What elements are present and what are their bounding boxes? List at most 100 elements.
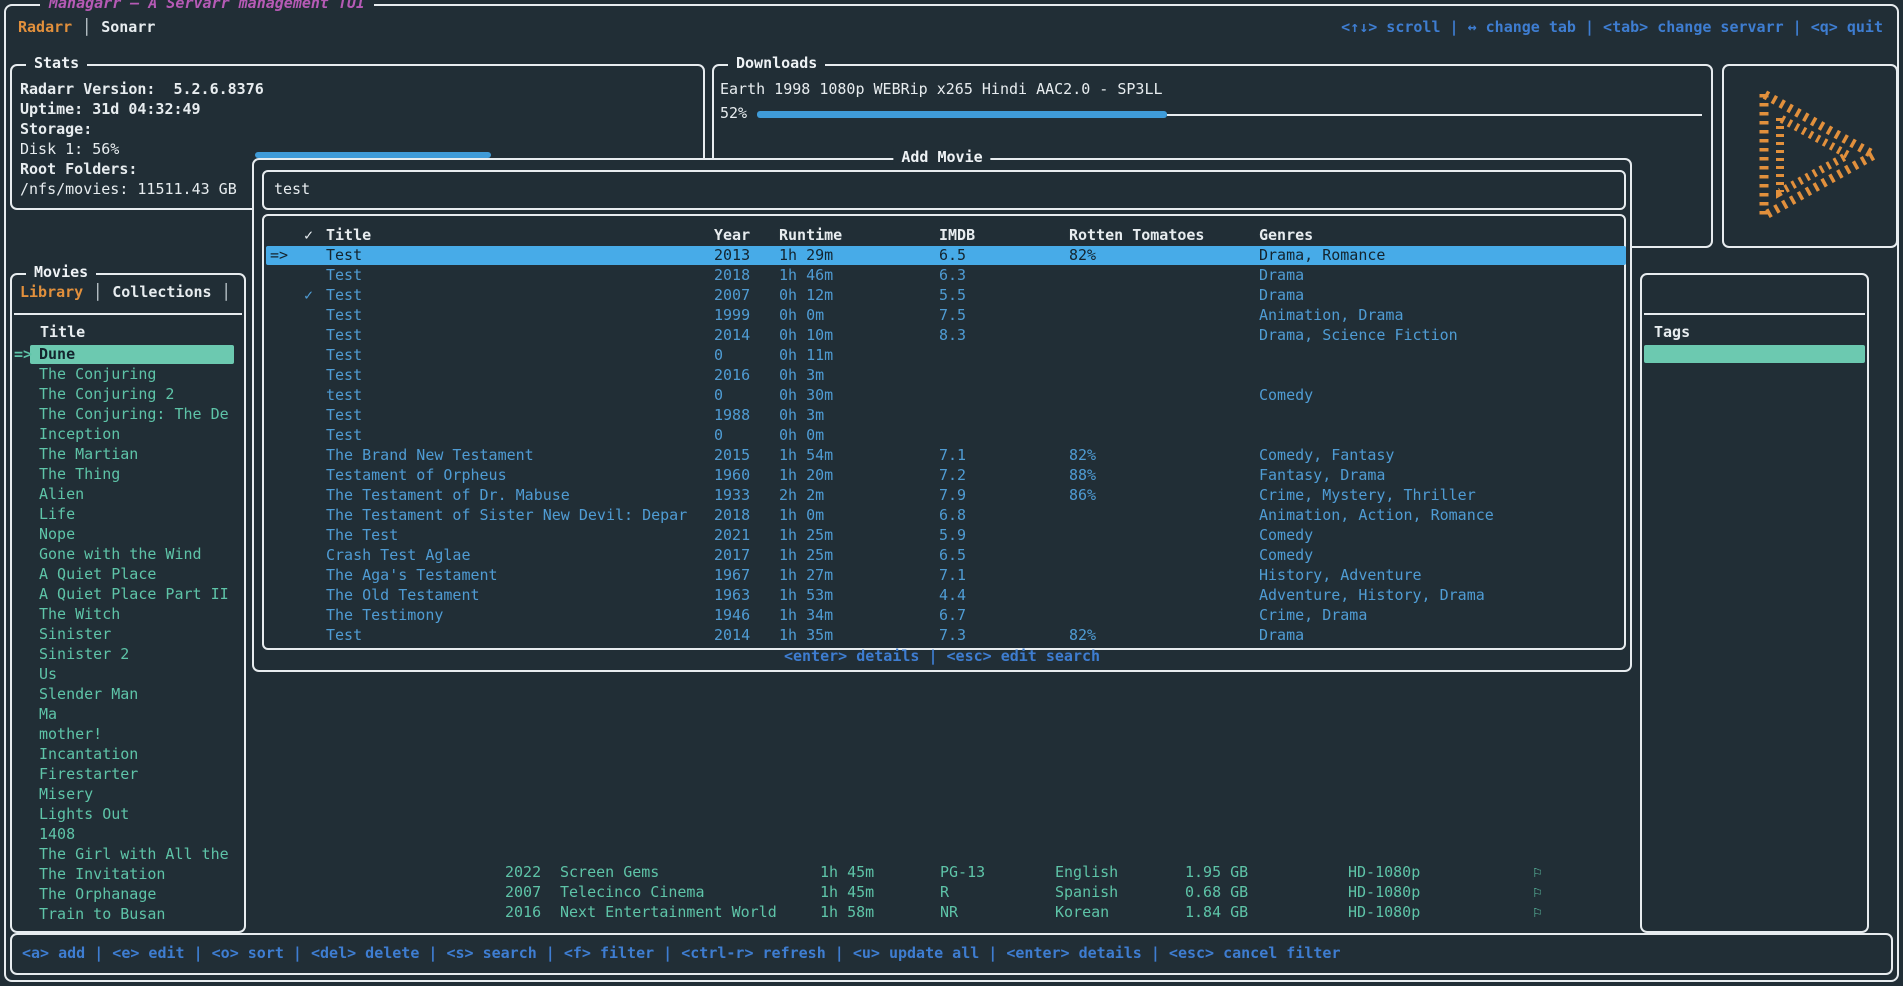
- row-genres: Adventure, History, Drama: [1259, 586, 1485, 604]
- row-imdb: 6.5: [939, 546, 967, 564]
- movie-list-item[interactable]: mother!: [39, 725, 103, 743]
- result-row[interactable]: test 0 0h 30m Comedy: [266, 386, 1626, 405]
- result-row[interactable]: The Test 2021 1h 25m 5.9 Comedy: [266, 526, 1626, 545]
- managarr-logo-icon: [1759, 86, 1884, 224]
- row-size: 1.95 GB: [1185, 863, 1249, 881]
- library-table-row[interactable]: 2016 Next Entertainment World 1h 58m NR Kore…: [0, 903, 1903, 922]
- movie-list-item[interactable]: Nope: [39, 525, 76, 543]
- movie-list-item[interactable]: The Orphanage: [39, 885, 157, 903]
- result-row[interactable]: The Testament of Dr. Mabuse 1933 2h 2m 7.9 8…: [266, 486, 1626, 505]
- row-runtime: 1h 27m: [779, 566, 834, 584]
- result-row[interactable]: Test 2014 1h 35m 7.3 82% Drama: [266, 626, 1626, 645]
- movie-list-item[interactable]: A Quiet Place: [39, 565, 157, 583]
- movie-list-item[interactable]: Us: [39, 665, 58, 683]
- movie-list-item[interactable]: Incantation: [39, 745, 139, 763]
- row-studio: Next Entertainment World: [560, 903, 777, 921]
- movie-list-item[interactable]: Ma: [39, 705, 58, 723]
- movie-list-item[interactable]: Dune: [30, 345, 234, 364]
- movie-list-item[interactable]: Firestarter: [39, 765, 139, 783]
- row-runtime: 1h 35m: [779, 626, 834, 644]
- result-row[interactable]: Test 1999 0h 0m 7.5 Animation, Drama: [266, 306, 1626, 325]
- movies-list-header: Title: [40, 323, 86, 341]
- tab-radarr[interactable]: Radarr: [18, 18, 73, 36]
- movie-list-item[interactable]: Alien: [39, 485, 85, 503]
- row-runtime: 0h 11m: [779, 346, 834, 364]
- row-year: 0: [714, 346, 724, 364]
- row-runtime: 1h 0m: [779, 506, 825, 524]
- movie-list-item[interactable]: Lights Out: [39, 805, 130, 823]
- row-imdb: 7.1: [939, 446, 967, 464]
- movie-list-item[interactable]: Life: [39, 505, 76, 523]
- root-folder-value: /nfs/movies: 11511.43 GB: [20, 180, 237, 198]
- result-row[interactable]: Crash Test Aglae 2017 1h 25m 6.5 Comedy: [266, 546, 1626, 565]
- selected-tag-row[interactable]: [1644, 345, 1865, 363]
- result-row[interactable]: The Aga's Testament 1967 1h 27m 7.1 History,…: [266, 566, 1626, 585]
- search-results-table: ✓ Title Year Runtime IMDB Rotten Tomatoe…: [262, 214, 1626, 650]
- row-certification: NR: [940, 903, 959, 921]
- row-title: Test: [326, 286, 363, 304]
- movie-list-item[interactable]: The Conjuring: The De: [39, 405, 229, 423]
- movie-list-item[interactable]: Sinister: [39, 625, 112, 643]
- row-title: Crash Test Aglae: [326, 546, 471, 564]
- movie-list-item[interactable]: Inception: [39, 425, 121, 443]
- stats-panel-title: Stats: [26, 54, 88, 72]
- result-row[interactable]: The Testament of Sister New Devil: Depar…: [266, 506, 1626, 525]
- result-row[interactable]: Test 0 0h 0m: [266, 426, 1626, 445]
- row-genres: Drama: [1259, 286, 1305, 304]
- result-row[interactable]: Test 2016 0h 3m: [266, 366, 1626, 385]
- row-runtime: 1h 25m: [779, 526, 834, 544]
- movie-list-item[interactable]: Train to Busan: [39, 905, 166, 923]
- tab-collections[interactable]: Collections: [112, 283, 212, 301]
- movie-list-item[interactable]: The Conjuring 2: [39, 385, 175, 403]
- row-year: 1933: [714, 486, 751, 504]
- add-movie-keybind-hints: <enter> details | <esc> edit search: [783, 647, 1101, 665]
- movie-list-item[interactable]: The Invitation: [39, 865, 166, 883]
- row-imdb: 4.4: [939, 586, 967, 604]
- row-runtime: 0h 30m: [779, 386, 834, 404]
- row-imdb: 6.3: [939, 266, 967, 284]
- movie-list-item[interactable]: Misery: [39, 785, 94, 803]
- row-title: The Testament of Dr. Mabuse: [326, 486, 570, 504]
- storage-label: Storage:: [20, 120, 93, 138]
- tab-sonarr[interactable]: Sonarr: [101, 18, 156, 36]
- row-studio: Telecinco Cinema: [560, 883, 705, 901]
- row-year: 2018: [714, 266, 751, 284]
- result-row[interactable]: Test 2014 0h 10m 8.3 Drama, Science Fiction: [266, 326, 1626, 345]
- movie-list-item[interactable]: Sinister 2: [39, 645, 130, 663]
- movie-list-item[interactable]: The Thing: [39, 465, 121, 483]
- library-table-row[interactable]: 2022 Screen Gems 1h 45m PG-13 English 1.95 GB…: [0, 863, 1903, 882]
- result-row[interactable]: Test 2018 1h 46m 6.3 Drama: [266, 266, 1626, 285]
- movie-list-item[interactable]: Gone with the Wind: [39, 545, 202, 563]
- result-row[interactable]: Test 1988 0h 3m: [266, 406, 1626, 425]
- movie-list-item[interactable]: 1408: [39, 825, 76, 843]
- result-row[interactable]: => Test 2013 1h 29m 6.5 82% Drama, Romance: [266, 246, 1626, 265]
- movie-list-item[interactable]: The Girl with All the: [39, 845, 229, 863]
- movie-list-item[interactable]: Slender Man: [39, 685, 139, 703]
- radarr-version-value: 5.2.6.8376: [173, 80, 264, 98]
- tab-library[interactable]: Library: [20, 283, 84, 301]
- row-genres: Comedy: [1259, 526, 1314, 544]
- search-input[interactable]: test: [262, 170, 1626, 210]
- movie-list-item[interactable]: The Conjuring: [39, 365, 157, 383]
- movie-list-item[interactable]: The Martian: [39, 445, 139, 463]
- result-row[interactable]: The Brand New Testament 2015 1h 54m 7.1 82% C…: [266, 446, 1626, 465]
- row-genres: Comedy: [1259, 546, 1314, 564]
- movie-list-item[interactable]: The Witch: [39, 605, 121, 623]
- row-rotten-tomatoes: 82%: [1069, 246, 1097, 264]
- bottom-keybind-hints: <a> add | <e> edit | <o> sort | <del> de…: [22, 944, 1341, 962]
- row-runtime: 1h 34m: [779, 606, 834, 624]
- row-runtime: 0h 0m: [779, 306, 825, 324]
- row-imdb: 8.3: [939, 326, 967, 344]
- row-year: 2018: [714, 506, 751, 524]
- row-title: test: [326, 386, 363, 404]
- library-table-row[interactable]: 2007 Telecinco Cinema 1h 45m R Spanish 0.68 G…: [0, 883, 1903, 902]
- row-genres: History, Adventure: [1259, 566, 1422, 584]
- result-row[interactable]: ✓ Test 2007 0h 12m 5.5 Drama: [266, 286, 1626, 305]
- row-year: 2016: [714, 366, 751, 384]
- result-row[interactable]: Testament of Orpheus 1960 1h 20m 7.2 88% Fant…: [266, 466, 1626, 485]
- result-row[interactable]: The Testimony 1946 1h 34m 6.7 Crime, Drama: [266, 606, 1626, 625]
- row-title: The Aga's Testament: [326, 566, 498, 584]
- result-row[interactable]: Test 0 0h 11m: [266, 346, 1626, 365]
- movie-list-item[interactable]: A Quiet Place Part II: [39, 585, 229, 603]
- result-row[interactable]: The Old Testament 1963 1h 53m 4.4 Adventure,…: [266, 586, 1626, 605]
